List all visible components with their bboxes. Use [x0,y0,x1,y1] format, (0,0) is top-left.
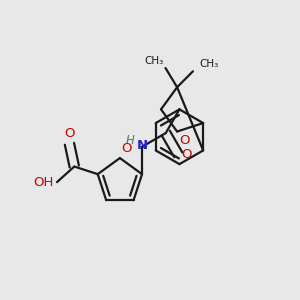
Text: CH₃: CH₃ [200,59,219,69]
Text: OH: OH [34,176,54,189]
Text: O: O [179,134,190,147]
Text: O: O [64,127,75,140]
Text: CH₃: CH₃ [145,56,164,66]
Text: O: O [181,148,192,161]
Text: N: N [136,139,148,152]
Text: H: H [126,134,135,147]
Text: O: O [122,142,132,155]
